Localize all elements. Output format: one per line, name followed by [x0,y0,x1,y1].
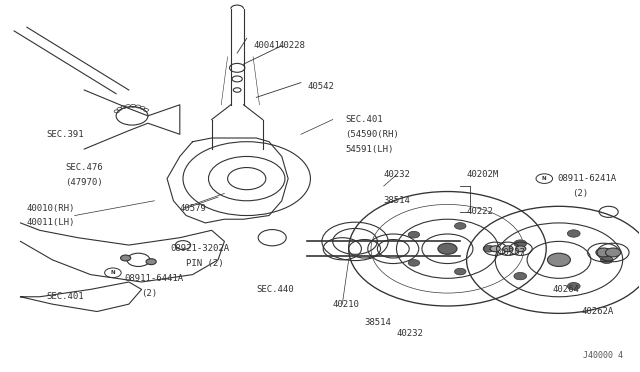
Text: 40262A: 40262A [581,307,614,316]
Text: 40228: 40228 [278,41,305,50]
Text: (2): (2) [572,189,588,198]
Text: 40232: 40232 [396,329,423,338]
Circle shape [408,231,420,238]
Text: 40010(RH): 40010(RH) [27,203,76,213]
Text: 38514: 38514 [365,318,392,327]
Circle shape [514,272,527,280]
Circle shape [454,222,466,229]
Circle shape [567,230,580,237]
Text: 40579: 40579 [180,203,207,213]
Text: 40202M: 40202M [467,170,499,179]
Text: N: N [542,176,547,181]
Text: 40264: 40264 [552,285,579,294]
Circle shape [408,260,420,266]
Text: 40041: 40041 [253,41,280,50]
Circle shape [547,253,570,266]
Circle shape [120,255,131,261]
Circle shape [146,259,156,264]
Text: 54591(LH): 54591(LH) [346,145,394,154]
Text: J40000 4: J40000 4 [582,350,623,359]
Circle shape [454,268,466,275]
Circle shape [514,240,527,247]
Text: 40207: 40207 [499,248,525,257]
Text: 40232: 40232 [384,170,411,179]
Text: PIN (2): PIN (2) [186,259,224,268]
Text: (47970): (47970) [65,178,103,187]
Text: SEC.401: SEC.401 [46,292,84,301]
Text: N: N [111,270,115,275]
Text: SEC.476: SEC.476 [65,163,103,172]
Text: SEC.391: SEC.391 [46,130,84,139]
Circle shape [605,248,621,257]
Text: SEC.401: SEC.401 [346,115,383,124]
Circle shape [503,246,513,252]
Text: 08911-6241A: 08911-6241A [557,174,617,183]
Text: SEC.440: SEC.440 [256,285,294,294]
Text: 40011(LH): 40011(LH) [27,218,76,227]
Circle shape [438,243,457,254]
Text: 08921-3202A: 08921-3202A [170,244,229,253]
Text: 40222: 40222 [467,207,493,217]
Text: 40542: 40542 [307,82,334,91]
Circle shape [490,246,500,252]
Text: 38514: 38514 [384,196,411,205]
Text: (2): (2) [141,289,157,298]
Circle shape [596,248,611,257]
Circle shape [600,256,613,263]
Circle shape [483,246,495,252]
Text: 40210: 40210 [333,300,360,309]
Text: (54590(RH): (54590(RH) [346,130,399,139]
Circle shape [567,282,580,290]
Circle shape [516,246,526,252]
Text: 08911-6441A: 08911-6441A [124,274,184,283]
